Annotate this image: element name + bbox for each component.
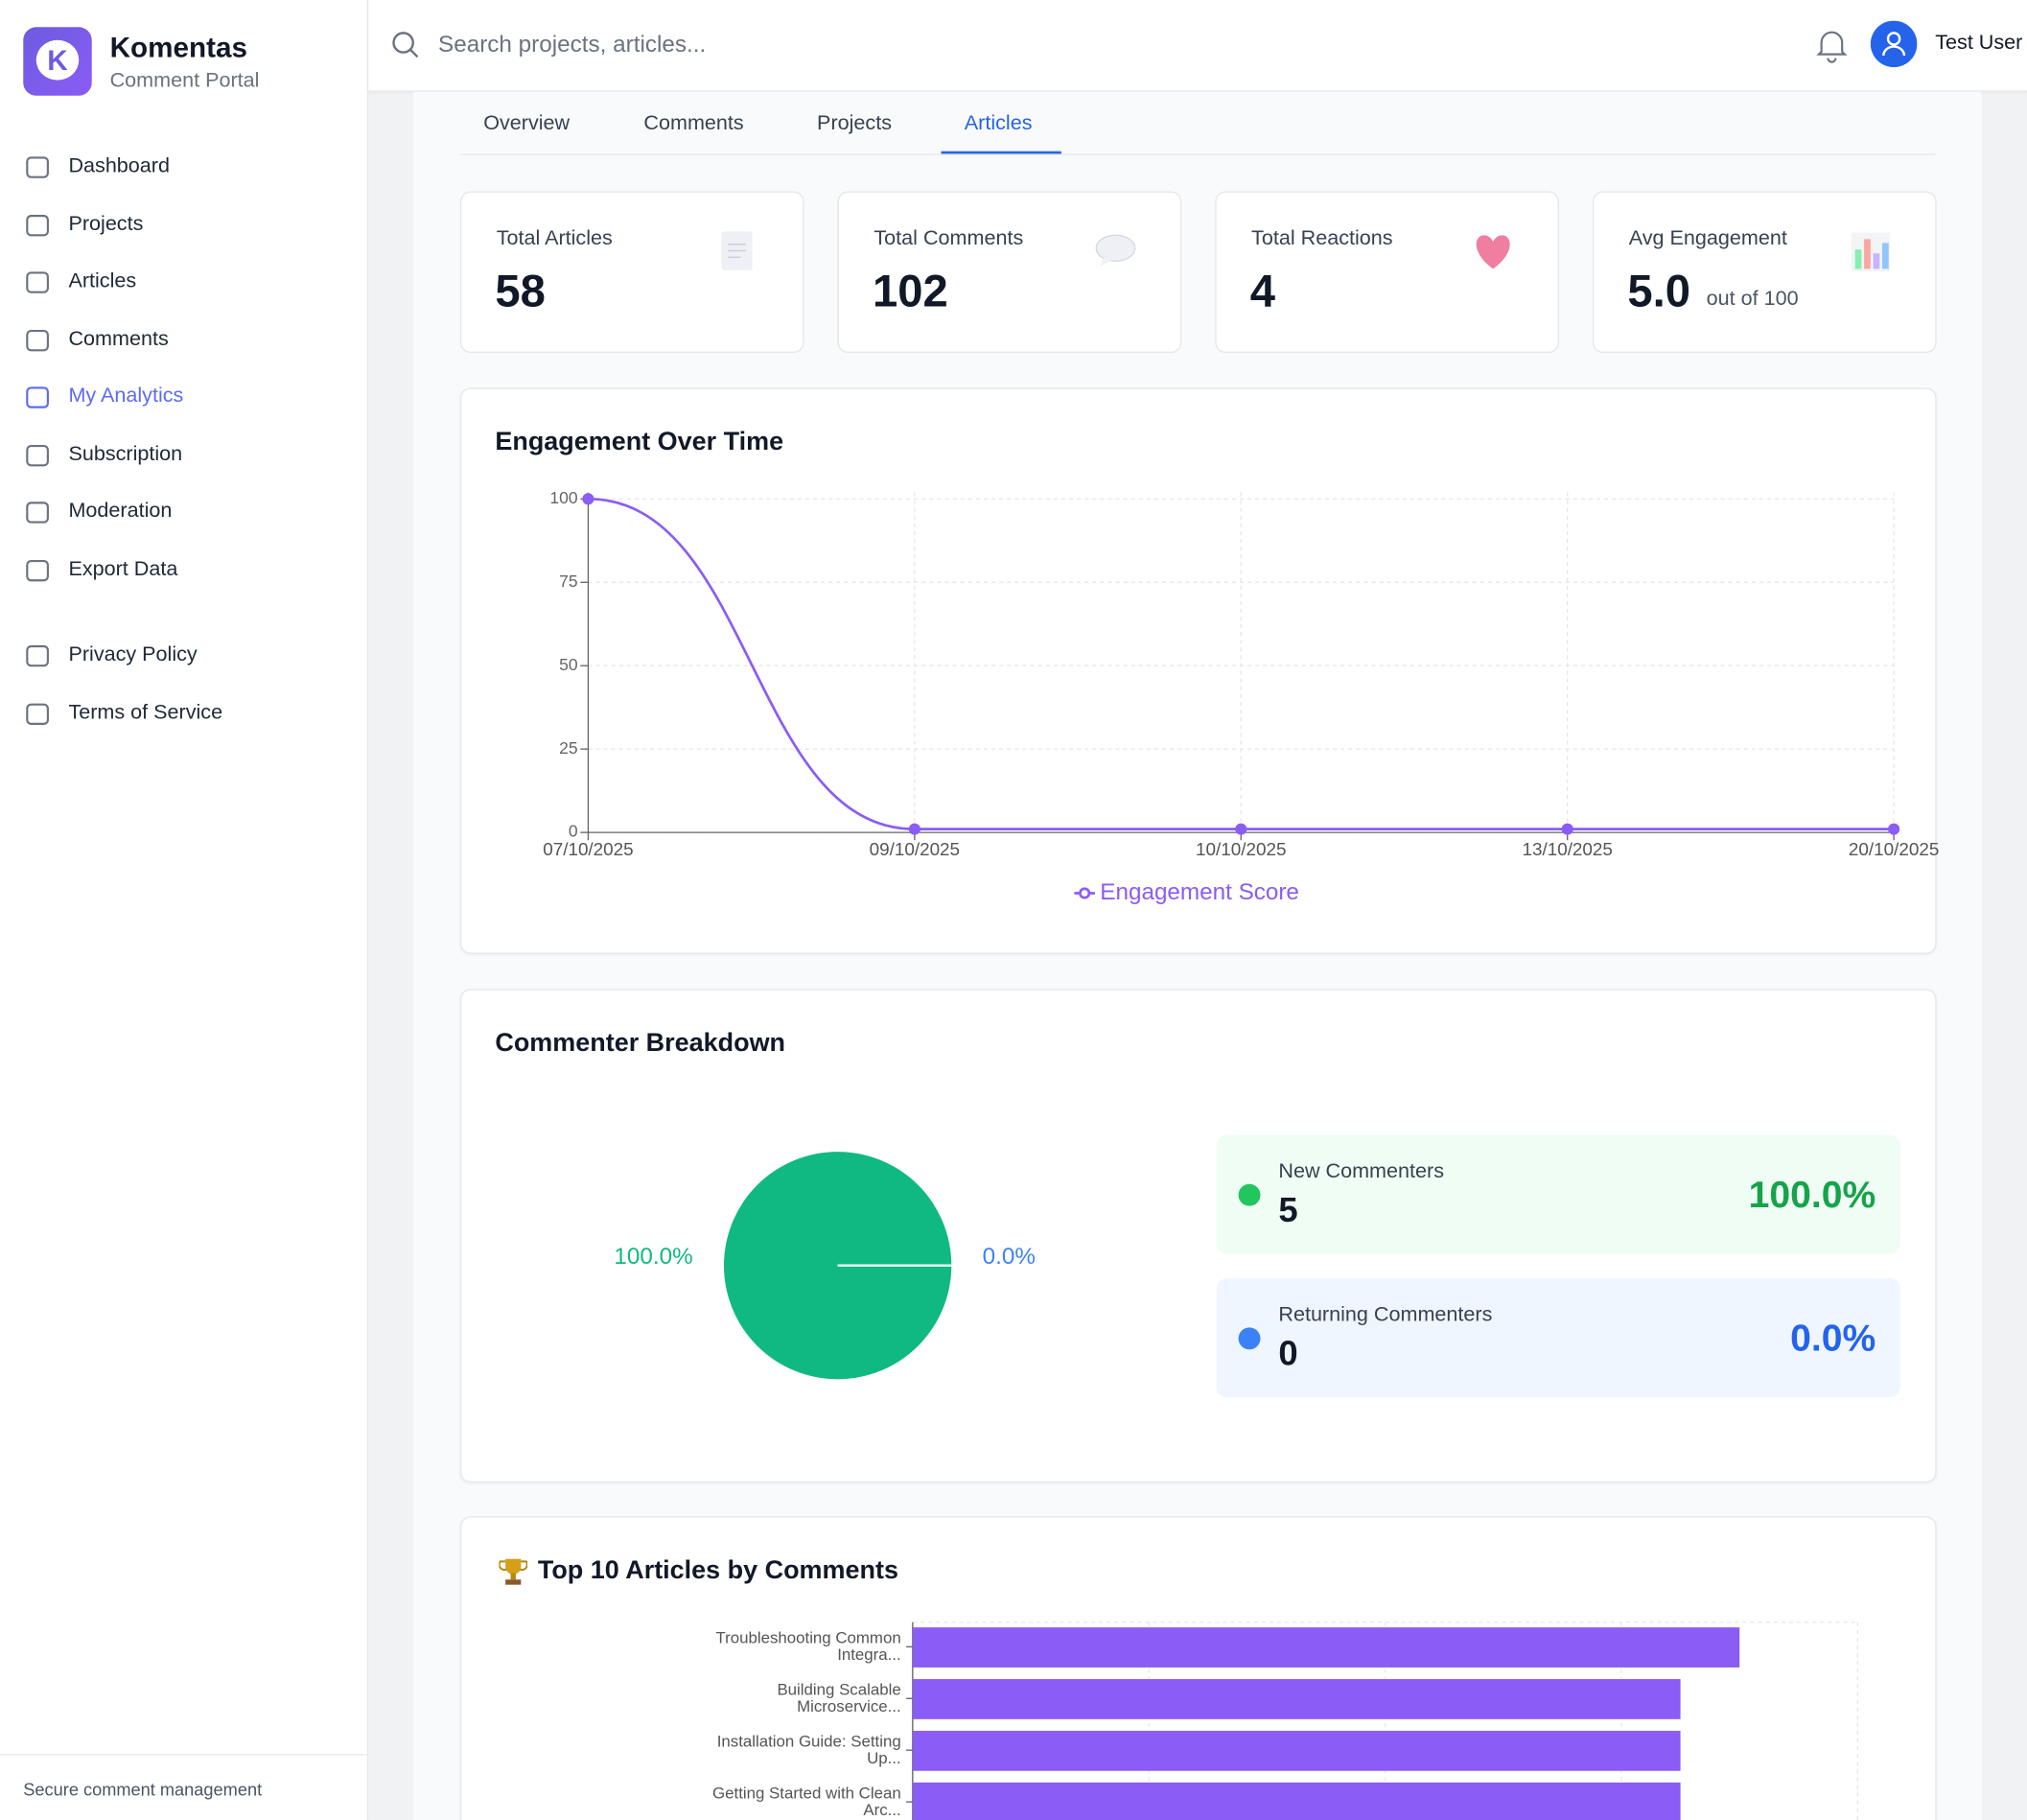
- legend-label: Engagement Score: [1100, 879, 1299, 905]
- x-tick-label: 07/10/2025: [543, 839, 633, 859]
- pie-label: 0.0%: [983, 1244, 1036, 1270]
- legend-marker: [1080, 889, 1088, 898]
- bar: [913, 1731, 1681, 1771]
- y-tick-label: Microservice...: [797, 1697, 901, 1715]
- bar: [913, 1627, 1739, 1668]
- y-tick-label: 75: [559, 572, 577, 591]
- y-tick-label: 50: [559, 655, 578, 674]
- y-tick-label: Arc...: [863, 1801, 900, 1819]
- y-tick-label: Integra...: [837, 1645, 900, 1664]
- y-tick-label: 0: [569, 822, 578, 841]
- y-tick-label: Getting Started with Clean: [712, 1784, 901, 1802]
- y-tick-label: 25: [559, 738, 577, 758]
- x-tick-label: 09/10/2025: [870, 839, 960, 859]
- point: [909, 824, 920, 835]
- y-tick-label: Up...: [867, 1749, 901, 1767]
- y-tick-label: Installation Guide: Setting: [717, 1733, 901, 1751]
- x-tick-label: 20/10/2025: [1849, 839, 1939, 859]
- point: [1562, 824, 1573, 835]
- y-tick-label: Troubleshooting Common: [715, 1629, 900, 1647]
- pie-label: 100.0%: [614, 1244, 692, 1270]
- y-tick-label: Building Scalable: [777, 1681, 900, 1699]
- point: [582, 493, 594, 504]
- point: [1888, 824, 1899, 835]
- y-tick-label: 100: [549, 488, 577, 507]
- bar: [913, 1679, 1681, 1719]
- bar: [913, 1783, 1681, 1820]
- x-tick-label: 13/10/2025: [1522, 839, 1612, 859]
- point: [1235, 824, 1246, 835]
- x-tick-label: 10/10/2025: [1196, 839, 1286, 859]
